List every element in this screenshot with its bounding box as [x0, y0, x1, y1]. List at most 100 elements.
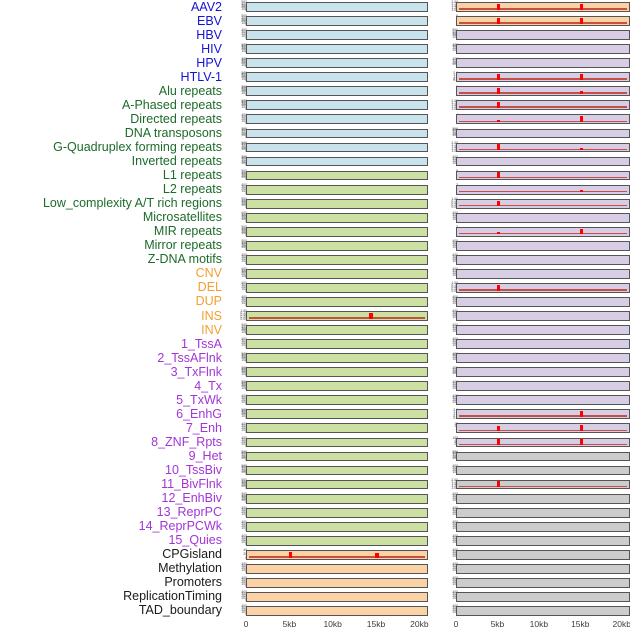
y-tick-label: 400: [452, 604, 458, 608]
y-tick-label: 400: [241, 268, 247, 273]
y-tick-label: 200: [241, 145, 247, 150]
y-tick-label: 1.25: [451, 483, 458, 488]
track-label: Low_complexity A/T rich regions: [42, 196, 222, 211]
data-spike: [496, 426, 501, 432]
track-label: 6_EnhG: [176, 406, 222, 421]
y-tick-label: 500: [241, 463, 247, 468]
data-spike: [496, 120, 501, 123]
track-row: [456, 30, 630, 41]
track-label: Mirror repeats: [144, 238, 222, 253]
y-tick-label: 500: [241, 197, 247, 202]
track-row: [246, 100, 428, 111]
track-label: INV: [201, 322, 222, 337]
y-tick-label: 400: [241, 100, 247, 105]
y-tick-label: 500: [452, 450, 458, 454]
y-tick-label: 100: [452, 400, 458, 404]
track-label: AAV2: [190, 0, 222, 14]
y-tick-label: 200: [452, 552, 458, 556]
y-tick-label: 1.75: [451, 479, 458, 484]
y-tick-label: 100: [241, 456, 247, 461]
y-tick-label: 100: [452, 301, 458, 305]
y-tick-label: 100: [452, 245, 458, 249]
y-tick-label: 0.50: [451, 200, 458, 205]
track-row: [246, 311, 428, 321]
y-tick-label: 1.75: [451, 100, 458, 105]
y-tick-label: 300: [241, 172, 247, 177]
y-tick-label: 2.00: [451, 0, 458, 5]
y-tick-label: 300: [241, 3, 247, 8]
track-label: G-Quadruplex forming repeats: [53, 139, 222, 154]
y-tick-label: 300: [452, 354, 458, 358]
y-tick-label: 300: [241, 452, 247, 457]
y-tick-label: 400: [241, 240, 247, 245]
y-tick-label: 400: [452, 534, 458, 538]
track-row: [246, 367, 428, 378]
y-tick-label: 500: [241, 42, 247, 47]
track-baseline: [459, 78, 627, 80]
data-spike: [579, 425, 583, 432]
y-tick-label: 200: [241, 397, 247, 402]
y-tick-label: 300: [241, 395, 247, 400]
y-tick-label: 300: [241, 522, 247, 527]
track-row: [246, 198, 428, 209]
track-row: [456, 142, 630, 153]
y-tick-label: 500: [241, 477, 247, 482]
track-label: Directed repeats: [130, 111, 222, 126]
y-tick-label: 400: [241, 198, 247, 203]
y-tick-label: 100: [452, 273, 458, 277]
y-tick-label: 400: [241, 520, 247, 525]
track-label: MIR repeats: [153, 224, 222, 239]
track-row: [456, 128, 630, 139]
y-tick-label: 0.25: [451, 202, 458, 207]
y-tick-label: 100: [241, 413, 247, 418]
y-tick-label: 300: [241, 242, 247, 247]
track-row: [456, 381, 630, 392]
track-row: [456, 521, 630, 532]
y-tick-label: 100: [452, 372, 458, 376]
y-tick-label: 300: [452, 466, 458, 470]
y-tick-label: 300: [452, 494, 458, 498]
y-tick-label: 500: [241, 351, 247, 356]
y-tick-label: 500: [241, 323, 247, 328]
y-tick-label: 300: [241, 270, 247, 275]
y-tick-label: 1.00: [451, 106, 458, 111]
y-tick-label: 300: [452, 340, 458, 344]
data-spike: [579, 116, 583, 123]
y-tick-label: 400: [241, 142, 247, 147]
y-tick-label: 100: [241, 582, 247, 587]
y-tick-label: 100: [241, 525, 247, 530]
y-tick-label: 300: [452, 382, 458, 386]
y-tick-label: 200: [241, 580, 247, 585]
y-tick-label: 400: [241, 128, 247, 133]
data-spike: [496, 481, 501, 488]
y-tick-label: 300: [452, 297, 458, 301]
y-tick-label: 400: [241, 72, 247, 77]
track-row: [246, 128, 428, 139]
y-tick-label: 400: [241, 112, 247, 117]
x-tick-label: 10kb: [323, 619, 342, 629]
y-tick-label: 400: [241, 409, 247, 414]
track-row: [456, 606, 630, 616]
y-tick-label: 100: [452, 343, 458, 347]
track-row: [246, 549, 428, 560]
track-row: [246, 170, 428, 181]
y-tick-label: 200: [241, 257, 247, 262]
y-tick-label: 200: [452, 455, 458, 459]
y-tick-label: 400: [241, 353, 247, 358]
y-tick-label: 100: [452, 357, 458, 361]
data-spike: [496, 102, 501, 109]
y-tick-label: 200: [452, 496, 458, 500]
y-tick-label: 500: [452, 127, 458, 131]
y-tick-label: 400: [241, 562, 247, 567]
y-tick-label: 400: [452, 492, 458, 496]
y-tick-label: 1.50: [451, 102, 458, 107]
y-tick-label: 200: [241, 524, 247, 528]
y-tick-label: 400: [452, 520, 458, 524]
track-label: 8_ZNF_Rpts: [151, 434, 222, 449]
track-label: DUP: [195, 294, 222, 309]
track-row: [456, 577, 630, 588]
y-tick-label: 200: [452, 47, 458, 51]
y-tick-label: 200: [241, 328, 247, 333]
track-row: [246, 493, 428, 504]
y-tick-label: 400: [452, 576, 458, 580]
